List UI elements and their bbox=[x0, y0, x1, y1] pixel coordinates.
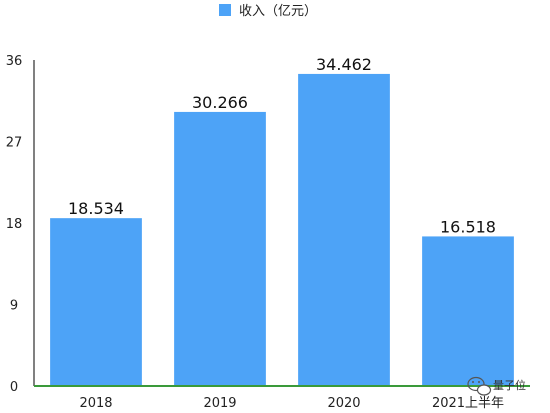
data-label: 34.462 bbox=[316, 55, 372, 74]
x-tick-label: 2020 bbox=[327, 396, 360, 411]
y-tick-label: 18 bbox=[6, 217, 23, 232]
bar-2020 bbox=[298, 73, 390, 387]
data-label: 18.534 bbox=[68, 199, 124, 218]
x-tick-label: 2019 bbox=[203, 396, 236, 411]
watermark-text: 量子位 bbox=[493, 378, 526, 392]
bars bbox=[50, 73, 514, 387]
bar-2018 bbox=[50, 218, 142, 386]
y-tick-labels: 0 9 18 27 36 bbox=[6, 54, 23, 395]
legend-label: 收入（亿元） bbox=[239, 4, 317, 19]
bar-2021上半年 bbox=[422, 236, 514, 386]
x-tick-label: 2018 bbox=[79, 396, 112, 411]
y-tick-label: 36 bbox=[6, 54, 23, 69]
bar-2019 bbox=[174, 111, 266, 386]
legend-swatch bbox=[219, 4, 231, 16]
y-tick-label: 0 bbox=[10, 380, 18, 395]
data-label: 16.518 bbox=[440, 217, 496, 236]
wechat-icon bbox=[467, 376, 492, 396]
x-tick-labels: 2018 2019 2020 2021上半年 bbox=[79, 396, 504, 411]
legend: 收入（亿元） bbox=[219, 4, 317, 19]
data-label: 30.266 bbox=[192, 93, 248, 112]
y-tick-label: 9 bbox=[10, 299, 18, 314]
watermark: 量子位 bbox=[467, 376, 526, 396]
data-labels: 18.534 30.266 34.462 16.518 bbox=[68, 55, 496, 236]
x-tick-label: 2021上半年 bbox=[432, 396, 504, 411]
y-tick-label: 27 bbox=[6, 136, 23, 151]
